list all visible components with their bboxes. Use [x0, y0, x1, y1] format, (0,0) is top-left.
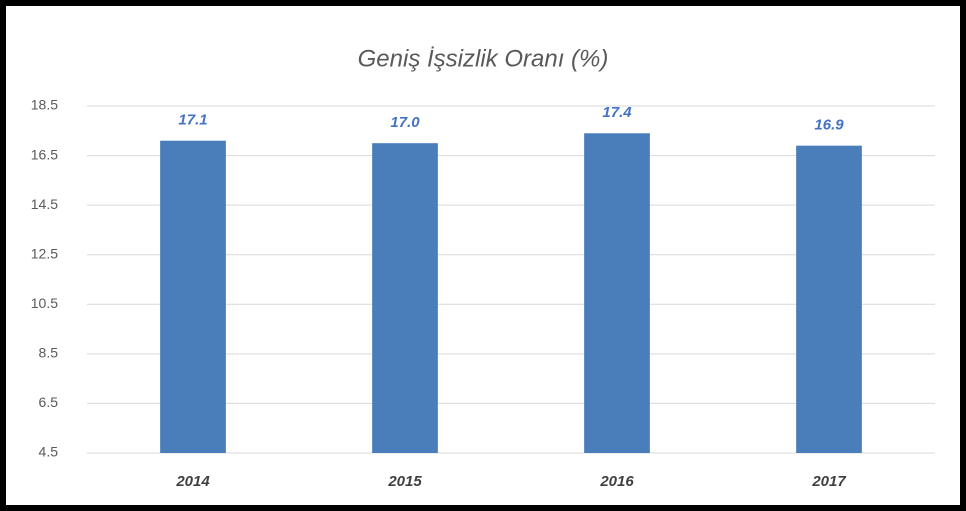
y-tick-label: 14.5 [31, 196, 58, 212]
y-tick-label: 12.5 [31, 245, 58, 261]
y-tick-label: 4.5 [39, 444, 59, 460]
data-label: 16.9 [814, 117, 844, 134]
bar [796, 145, 862, 453]
y-tick-label: 18.5 [31, 97, 58, 113]
y-tick-label: 6.5 [39, 394, 59, 410]
x-tick-label: 2017 [811, 473, 846, 490]
bar [584, 133, 650, 453]
y-tick-label: 8.5 [39, 345, 59, 361]
data-label: 17.4 [602, 104, 632, 121]
x-tick-label: 2015 [387, 473, 422, 490]
x-tick-label: 2014 [175, 473, 210, 490]
x-tick-label: 2016 [599, 473, 634, 490]
bar [160, 140, 226, 453]
y-tick-label: 16.5 [31, 146, 58, 162]
y-tick-label: 10.5 [31, 295, 58, 311]
bar [372, 143, 438, 453]
chart-title: Geniş İşsizlik Oranı (%) [358, 45, 609, 72]
data-label: 17.0 [390, 114, 420, 131]
data-label: 17.1 [178, 112, 207, 129]
